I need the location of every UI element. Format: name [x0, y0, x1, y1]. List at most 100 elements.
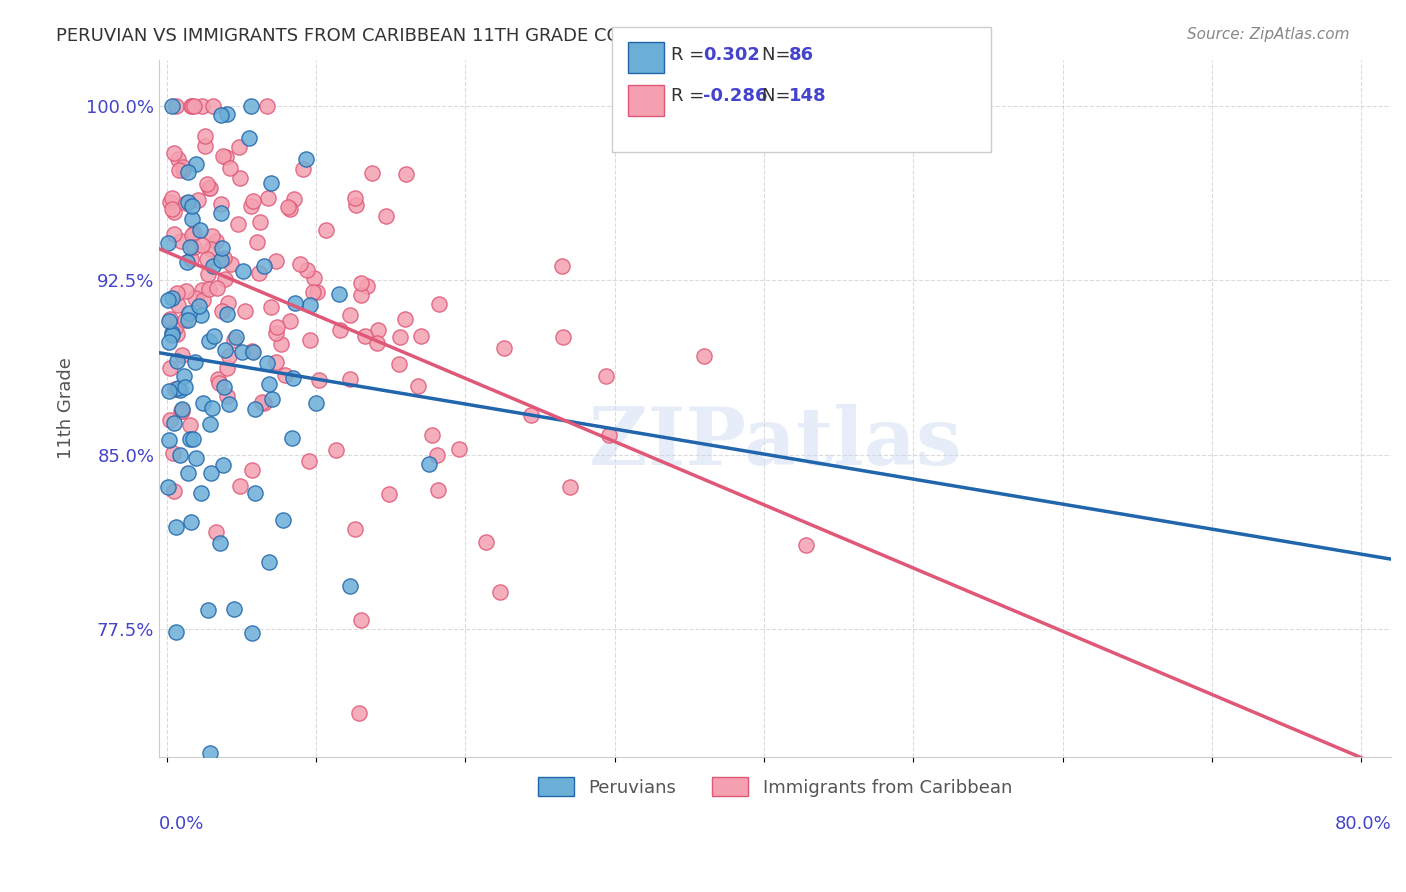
Immigrants from Caribbean	[167, 153, 190, 167]
Immigrants from Caribbean	[253, 396, 276, 410]
Immigrants from Caribbean	[194, 138, 217, 153]
Text: N=: N=	[762, 87, 796, 105]
Peruvians	[160, 328, 183, 343]
Immigrants from Caribbean	[180, 227, 202, 242]
Immigrants from Caribbean	[291, 161, 314, 176]
Immigrants from Caribbean	[163, 484, 186, 499]
Peruvians	[339, 579, 361, 593]
Peruvians	[212, 458, 235, 472]
Immigrants from Caribbean	[187, 193, 209, 207]
Immigrants from Caribbean	[166, 285, 188, 300]
Peruvians	[240, 625, 263, 640]
Immigrants from Caribbean	[354, 328, 377, 343]
Immigrants from Caribbean	[295, 263, 318, 277]
Immigrants from Caribbean	[420, 428, 443, 442]
Text: 80.0%: 80.0%	[1334, 815, 1391, 833]
Immigrants from Caribbean	[550, 259, 572, 273]
Peruvians	[157, 314, 180, 328]
Immigrants from Caribbean	[266, 326, 288, 341]
Immigrants from Caribbean	[163, 145, 186, 160]
Peruvians	[162, 291, 184, 305]
Text: Source: ZipAtlas.com: Source: ZipAtlas.com	[1187, 27, 1350, 42]
Immigrants from Caribbean	[325, 443, 347, 458]
Peruvians	[179, 432, 201, 446]
Peruvians	[232, 264, 254, 278]
Text: -0.286: -0.286	[703, 87, 768, 105]
Immigrants from Caribbean	[170, 234, 193, 248]
Immigrants from Caribbean	[205, 234, 228, 248]
Peruvians	[198, 334, 221, 348]
Peruvians	[183, 355, 205, 369]
Immigrants from Caribbean	[409, 329, 432, 343]
Immigrants from Caribbean	[349, 288, 371, 302]
Immigrants from Caribbean	[240, 199, 263, 213]
Peruvians	[243, 485, 266, 500]
Immigrants from Caribbean	[329, 323, 352, 337]
Immigrants from Caribbean	[264, 355, 287, 369]
Immigrants from Caribbean	[195, 252, 218, 266]
Immigrants from Caribbean	[200, 242, 222, 256]
Immigrants from Caribbean	[162, 445, 184, 459]
Immigrants from Caribbean	[249, 215, 271, 229]
Immigrants from Caribbean	[218, 349, 240, 363]
Immigrants from Caribbean	[388, 357, 411, 371]
Immigrants from Caribbean	[219, 161, 242, 175]
Peruvians	[159, 434, 181, 448]
Immigrants from Caribbean	[172, 348, 194, 362]
Immigrants from Caribbean	[366, 336, 388, 351]
Peruvians	[157, 384, 180, 398]
Peruvians	[209, 206, 232, 220]
Peruvians	[177, 313, 200, 327]
Immigrants from Caribbean	[250, 395, 273, 409]
Peruvians	[169, 448, 191, 462]
Immigrants from Caribbean	[427, 296, 450, 310]
Immigrants from Caribbean	[159, 360, 181, 375]
Immigrants from Caribbean	[172, 160, 194, 174]
Immigrants from Caribbean	[183, 99, 205, 113]
Immigrants from Caribbean	[215, 150, 238, 164]
Immigrants from Caribbean	[159, 413, 181, 427]
Peruvians	[165, 625, 187, 640]
Immigrants from Caribbean	[181, 99, 204, 113]
Immigrants from Caribbean	[205, 281, 228, 295]
Peruvians	[166, 381, 188, 395]
Immigrants from Caribbean	[191, 293, 214, 308]
Text: ZIPatlas: ZIPatlas	[589, 404, 962, 483]
Peruvians	[209, 108, 232, 122]
Peruvians	[215, 106, 238, 120]
Peruvians	[181, 199, 204, 213]
Text: 86: 86	[789, 46, 814, 64]
Peruvians	[201, 401, 224, 416]
Peruvians	[214, 343, 236, 357]
Peruvians	[212, 379, 235, 393]
Immigrants from Caribbean	[214, 252, 236, 266]
Immigrants from Caribbean	[191, 283, 214, 297]
Immigrants from Caribbean	[212, 149, 235, 163]
Immigrants from Caribbean	[394, 312, 416, 326]
Peruvians	[157, 334, 180, 349]
Immigrants from Caribbean	[240, 344, 263, 359]
Immigrants from Caribbean	[299, 334, 322, 348]
Immigrants from Caribbean	[488, 585, 510, 599]
Immigrants from Caribbean	[165, 382, 187, 396]
Peruvians	[157, 480, 180, 494]
Immigrants from Caribbean	[350, 276, 373, 290]
Immigrants from Caribbean	[198, 180, 221, 194]
Immigrants from Caribbean	[256, 99, 278, 113]
Peruvians	[257, 555, 280, 569]
Text: N=: N=	[762, 46, 796, 64]
Peruvians	[256, 356, 278, 370]
Immigrants from Caribbean	[247, 266, 270, 280]
Peruvians	[157, 235, 180, 250]
Immigrants from Caribbean	[174, 284, 197, 298]
Peruvians	[305, 395, 328, 409]
Immigrants from Caribbean	[226, 217, 249, 231]
Peruvians	[211, 253, 233, 268]
Peruvians	[242, 345, 264, 359]
Peruvians	[157, 293, 180, 307]
Peruvians	[208, 536, 231, 550]
Peruvians	[238, 130, 260, 145]
Immigrants from Caribbean	[270, 337, 292, 351]
Immigrants from Caribbean	[298, 454, 321, 468]
Immigrants from Caribbean	[166, 327, 188, 342]
